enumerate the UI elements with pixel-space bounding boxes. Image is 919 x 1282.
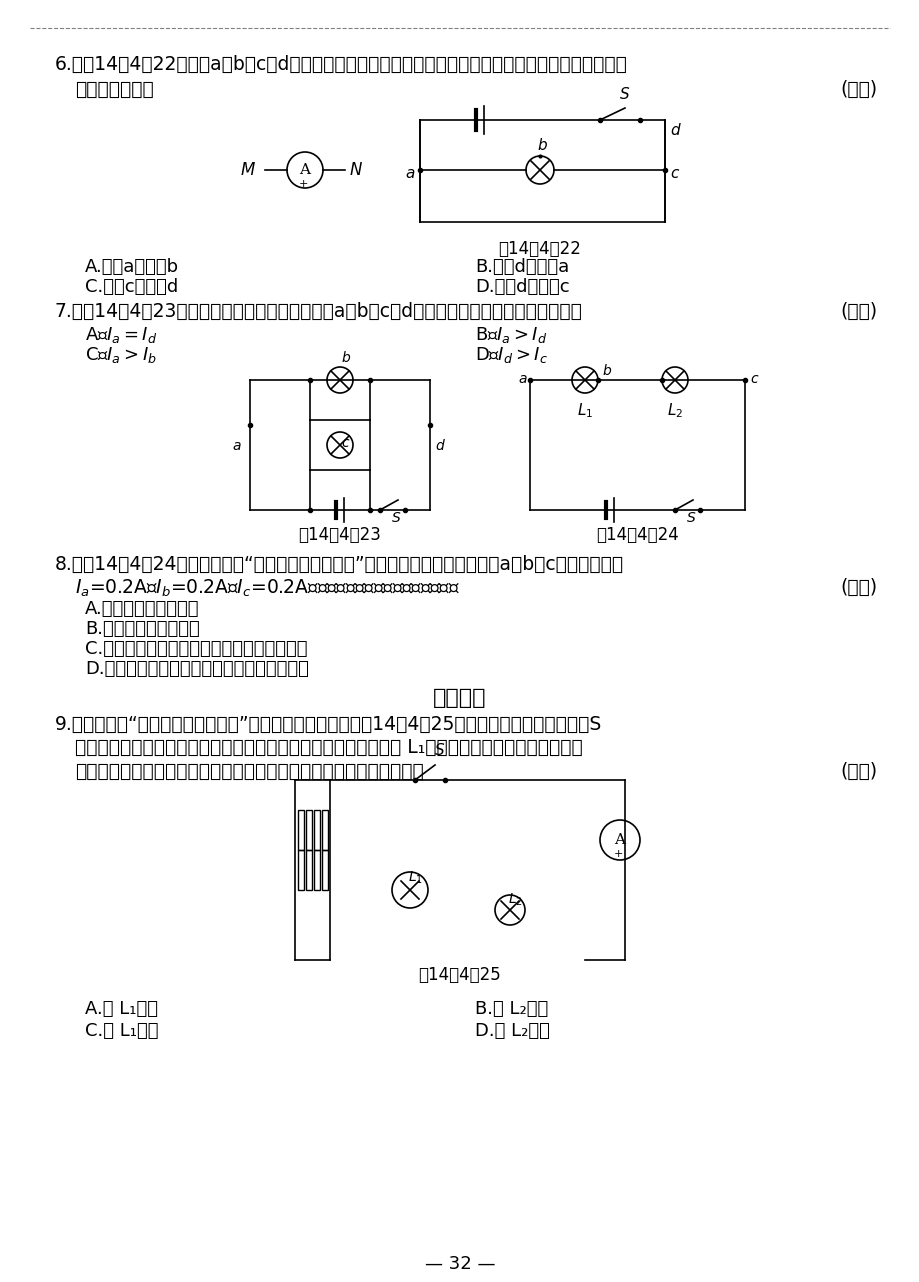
Text: a: a	[404, 165, 414, 181]
Text: 偏转，而电流表的指针几乎没动。则小强连接的电路的故障原因可能是: 偏转，而电流表的指针几乎没动。则小强连接的电路的故障原因可能是	[75, 762, 424, 781]
Bar	[322, 810, 328, 850]
Text: c: c	[749, 372, 757, 386]
Text: $L_1$: $L_1$	[407, 870, 422, 886]
Text: $L_2$: $L_2$	[507, 892, 522, 909]
Text: A.灯 L₁短路: A.灯 L₁短路	[85, 1000, 158, 1018]
Text: 图14－4－24: 图14－4－24	[596, 526, 678, 544]
Text: S: S	[391, 512, 401, 526]
Text: B.Ｍ接d，Ｎ接a: B.Ｍ接d，Ｎ接a	[474, 258, 569, 276]
Text: (　　): ( )	[839, 79, 876, 99]
Text: $L_1$: $L_1$	[576, 401, 593, 419]
Text: S: S	[686, 512, 695, 526]
Text: b: b	[602, 364, 611, 378]
Text: B.分析数据，得出结论: B.分析数据，得出结论	[85, 620, 199, 638]
Text: 拓展提高: 拓展提高	[433, 688, 486, 708]
Text: D．$I_d > I_c$: D．$I_d > I_c$	[474, 345, 547, 365]
Text: d: d	[669, 123, 679, 138]
Text: C.灯 L₁开路: C.灯 L₁开路	[85, 1022, 158, 1040]
Text: A: A	[300, 163, 311, 177]
Text: C.换用不同规格的小灯泡，再测出几组电流値: C.换用不同规格的小灯泡，再测出几组电流値	[85, 640, 307, 658]
Text: D.灯 L₂开路: D.灯 L₂开路	[474, 1022, 550, 1040]
Bar	[298, 850, 303, 890]
Bar	[298, 810, 303, 850]
Text: A.整理器材，结束实验: A.整理器材，结束实验	[85, 600, 199, 618]
Text: 7.如图14－4－23所示的电路，闭合开关后，比较a、b、c、d四处电流的大小，其中不正确的是: 7.如图14－4－23所示的电路，闭合开关后，比较a、b、c、d四处电流的大小，…	[55, 303, 583, 320]
Text: B．$I_a > I_d$: B．$I_a > I_d$	[474, 326, 547, 345]
Bar	[306, 810, 312, 850]
Text: A.Ｍ接a，Ｎ接b: A.Ｍ接a，Ｎ接b	[85, 258, 179, 276]
Text: D.Ｍ接d，Ｎ接c: D.Ｍ接d，Ｎ接c	[474, 278, 569, 296]
Text: S: S	[435, 744, 444, 758]
Text: c: c	[669, 165, 677, 181]
Text: C．$I_a > I_b$: C．$I_a > I_b$	[85, 345, 157, 365]
Text: (　　): ( )	[839, 762, 876, 781]
Text: (　　): ( )	[839, 578, 876, 597]
Text: $I_a$=0.2A、$I_b$=0.2A、$I_c$=0.2A。记录数据后，他下一步应该做的是: $I_a$=0.2A、$I_b$=0.2A、$I_c$=0.2A。记录数据后，他…	[75, 578, 460, 599]
Text: (　　): ( )	[839, 303, 876, 320]
Bar	[313, 810, 320, 850]
Text: +: +	[298, 179, 307, 188]
Text: B.灯 L₂短路: B.灯 L₂短路	[474, 1000, 548, 1018]
Text: c: c	[341, 436, 348, 450]
Text: 6.如图14－4－22所示，a、b、c、d表示电路中的四个连接点，若想用此电流表测量小灯泡的电流，则以: 6.如图14－4－22所示，a、b、c、d表示电路中的四个连接点，若想用此电流表…	[55, 55, 627, 74]
Bar	[306, 850, 312, 890]
Text: N: N	[349, 162, 362, 179]
Text: d: d	[435, 438, 443, 453]
Text: A．$I_a = I_d$: A．$I_a = I_d$	[85, 326, 157, 345]
Text: S: S	[619, 87, 630, 103]
Text: $L_2$: $L_2$	[666, 401, 682, 419]
Text: 8.如图14－4－24所示，在探究“串联电路的电流关系”时，小明用电流表分别测出a、b、c三处的电流为: 8.如图14－4－24所示，在探究“串联电路的电流关系”时，小明用电流表分别测出…	[55, 555, 623, 574]
Text: a: a	[517, 372, 526, 386]
Text: 图14－4－22: 图14－4－22	[498, 240, 581, 258]
Text: M: M	[241, 162, 255, 179]
Bar	[322, 850, 328, 890]
Text: — 32 —: — 32 —	[425, 1255, 494, 1273]
Text: b: b	[537, 138, 546, 153]
Text: 图14－4－25: 图14－4－25	[418, 967, 501, 985]
Text: a: a	[232, 438, 240, 453]
Text: 图14－4－23: 图14－4－23	[299, 526, 381, 544]
Text: 下连接正确的是: 下连接正确的是	[75, 79, 153, 99]
Text: C.Ｍ接c，Ｎ接d: C.Ｍ接c，Ｎ接d	[85, 278, 178, 296]
Text: +: +	[613, 849, 622, 859]
Text: D.换用电流表的另一量程，再测出一组电流値: D.换用电流表的另一量程，再测出一组电流値	[85, 660, 309, 678]
Text: 9.小强同学在“探究串联电路的电流”的实验中，连接好了如图14－4－25所示的实验电路，闭合开关S: 9.小强同学在“探究串联电路的电流”的实验中，连接好了如图14－4－25所示的实…	[55, 715, 602, 735]
Bar	[313, 850, 320, 890]
Text: 后，两灯都不亮。为检测出电路故障，老师将一只电压表并联在灯 L₁两端，发现电压表指针有明显的: 后，两灯都不亮。为检测出电路故障，老师将一只电压表并联在灯 L₁两端，发现电压表…	[75, 738, 582, 756]
Text: A: A	[614, 833, 625, 847]
Text: b: b	[342, 351, 350, 365]
